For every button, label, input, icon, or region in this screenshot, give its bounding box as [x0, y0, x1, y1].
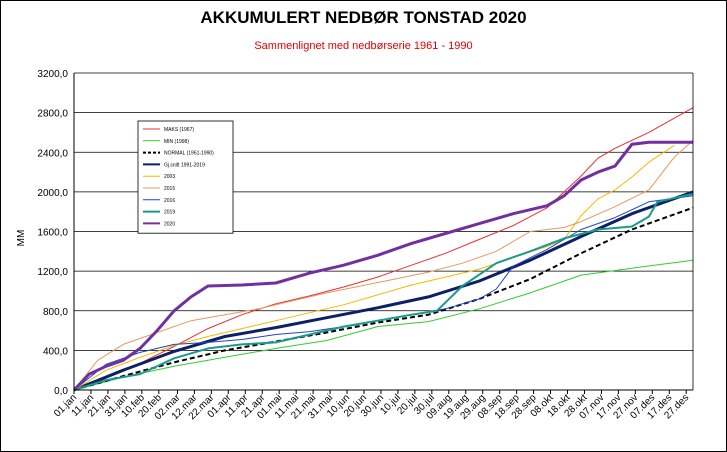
y-tick-label: 2800,0	[37, 109, 68, 120]
series-line	[73, 144, 675, 391]
y-tick-labels: 0,0 400,0 800,0 1200,0 1600,0 2000,0 2400,0 280…	[37, 69, 68, 397]
series-line	[73, 192, 694, 391]
series-layer	[72, 107, 694, 392]
legend-label: Gj.snitt 1991-2019	[164, 162, 205, 168]
y-tick-label: 2400,0	[37, 148, 68, 159]
chart-title: AKKUMULERT NEDBØR TONSTAD 2020	[200, 8, 527, 27]
chart-subtitle: Sammenlignet med nedbørserie 1961 - 1990	[254, 40, 473, 52]
series-line	[73, 140, 694, 391]
y-tick-label: 800,0	[43, 307, 68, 318]
legend-label: 2003	[164, 174, 175, 180]
legend-label: 2015	[164, 186, 175, 192]
legend: MAKS (1967) MIN (1998) NORMAL (1961-1990) G…	[137, 120, 234, 234]
y-tick-label: 400,0	[43, 346, 68, 357]
y-axis-label: MM	[16, 230, 27, 247]
y-tick-label: 2000,0	[37, 188, 68, 199]
legend-label: MAKS (1967)	[164, 127, 194, 133]
legend-label: 2016	[164, 198, 175, 204]
series-line	[72, 140, 693, 392]
legend-label: 2020	[164, 221, 175, 227]
y-tick-label: 0,0	[54, 386, 68, 397]
legend-label: NORMAL (1961-1990)	[164, 151, 214, 157]
y-tick-label: 1200,0	[37, 267, 68, 278]
series-line	[73, 190, 694, 392]
legend-label: MIN (1998)	[164, 139, 189, 145]
legend-box	[137, 120, 234, 234]
y-tick-label: 3200,0	[37, 69, 68, 80]
series-line	[73, 259, 694, 391]
x-tick-labels: 01.jan11.jan21.jan31.jan10.feb20.feb02.m…	[52, 390, 691, 422]
y-tick-label: 1600,0	[37, 228, 68, 239]
legend-label: 2019	[164, 210, 175, 216]
